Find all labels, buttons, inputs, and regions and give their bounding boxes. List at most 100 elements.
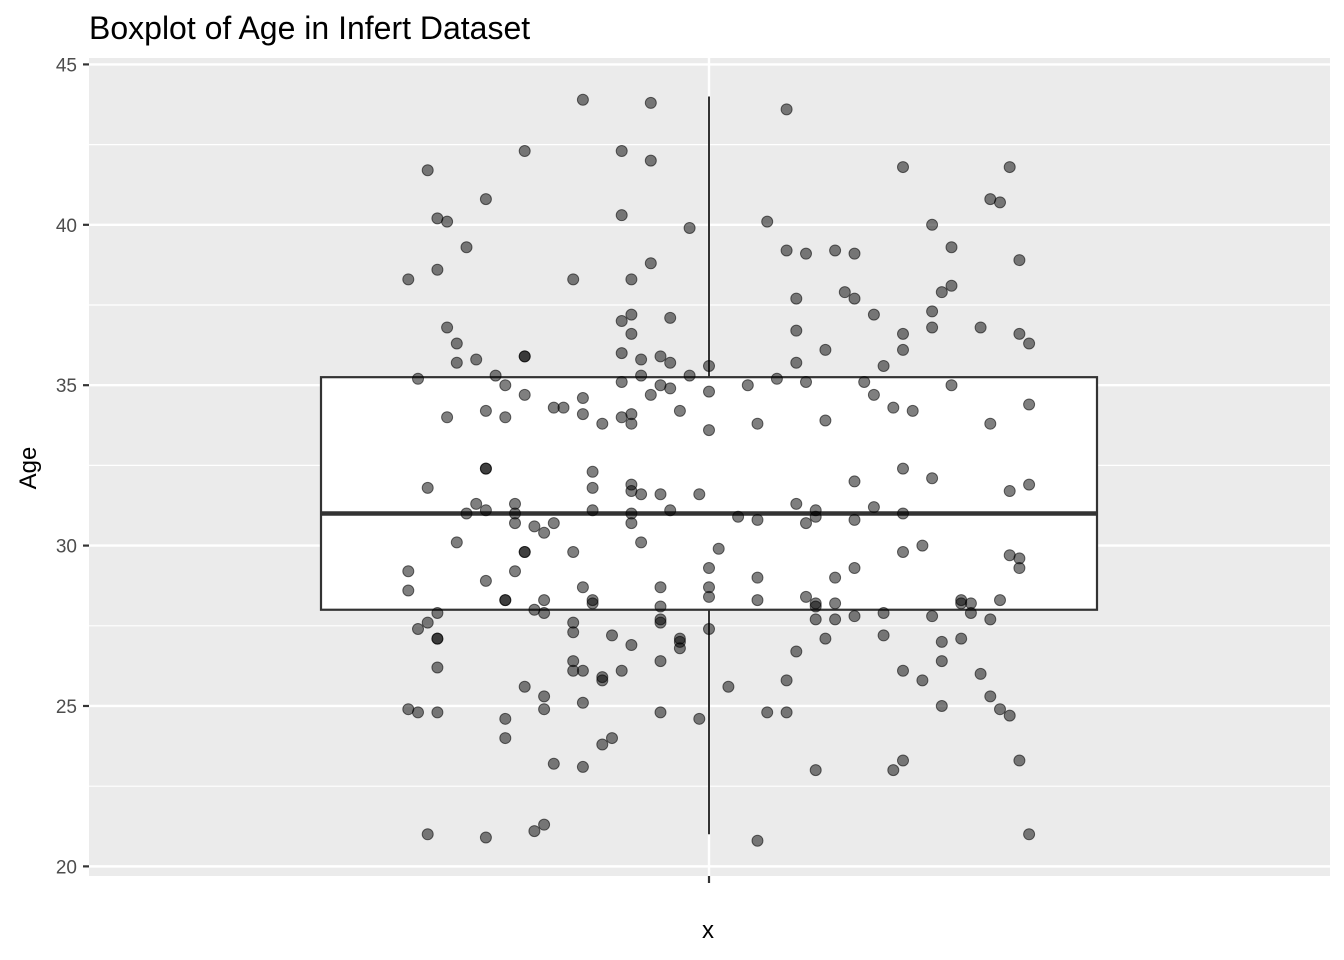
data-point xyxy=(897,343,909,356)
data-point xyxy=(829,613,842,626)
data-point xyxy=(518,145,531,158)
data-point xyxy=(897,664,909,677)
data-point xyxy=(509,565,521,578)
data-point xyxy=(994,196,1006,209)
data-point xyxy=(654,488,667,501)
data-point xyxy=(625,417,638,430)
data-point xyxy=(819,414,832,427)
data-point xyxy=(518,388,531,401)
data-point xyxy=(848,292,861,305)
data-point xyxy=(926,610,939,623)
data-point xyxy=(576,696,589,709)
x-axis-title: x xyxy=(702,917,714,944)
data-point xyxy=(984,690,997,703)
data-point xyxy=(441,321,454,334)
data-point xyxy=(703,359,715,372)
data-point xyxy=(538,606,551,619)
jitter-points xyxy=(402,93,1036,847)
data-point xyxy=(829,571,842,584)
y-axis: 20 25 30 35 40 45 xyxy=(56,55,89,878)
data-point xyxy=(790,645,803,658)
data-point xyxy=(897,754,909,767)
data-point xyxy=(499,594,512,607)
data-point xyxy=(926,305,939,318)
data-point xyxy=(964,606,977,619)
data-point xyxy=(790,324,803,337)
data-point xyxy=(547,757,560,770)
data-point xyxy=(421,828,434,841)
data-point xyxy=(538,818,551,831)
data-point xyxy=(576,93,589,106)
data-point xyxy=(751,513,764,526)
data-point xyxy=(664,382,677,395)
data-point xyxy=(693,712,706,725)
data-point xyxy=(770,372,783,385)
data-point xyxy=(625,273,638,286)
data-point xyxy=(518,350,531,363)
data-point xyxy=(450,536,463,549)
data-point xyxy=(751,834,764,847)
data-point xyxy=(421,164,434,177)
data-point xyxy=(538,703,551,716)
data-point xyxy=(926,472,939,485)
data-point xyxy=(848,247,861,260)
data-point xyxy=(635,536,648,549)
data-point xyxy=(654,706,667,719)
data-point xyxy=(509,517,521,530)
data-point xyxy=(460,507,473,520)
chart-title: Boxplot of Age in Infert Dataset xyxy=(89,10,530,46)
data-point xyxy=(596,674,609,687)
data-point xyxy=(848,562,861,575)
data-point xyxy=(644,154,657,167)
data-point xyxy=(994,703,1006,716)
data-point xyxy=(994,594,1006,607)
data-point xyxy=(703,590,715,603)
data-point xyxy=(654,350,667,363)
y-tick-label: 45 xyxy=(56,55,77,76)
data-point xyxy=(683,369,696,382)
data-point xyxy=(615,664,628,677)
data-point xyxy=(479,574,492,587)
data-point xyxy=(450,337,463,350)
data-point xyxy=(460,241,473,254)
y-tick-label: 40 xyxy=(56,216,77,237)
data-point xyxy=(819,632,832,645)
data-point xyxy=(722,680,735,693)
data-point xyxy=(625,639,638,652)
data-point xyxy=(412,622,424,635)
y-axis-title: Age xyxy=(15,447,42,490)
data-point xyxy=(586,594,599,607)
data-point xyxy=(780,103,793,116)
data-point xyxy=(926,321,939,334)
data-point xyxy=(780,244,793,257)
data-point xyxy=(703,562,715,575)
data-point xyxy=(819,343,832,356)
data-point xyxy=(470,353,483,366)
data-point xyxy=(712,542,725,555)
data-point xyxy=(1003,485,1016,498)
data-point xyxy=(906,404,919,417)
data-point xyxy=(1013,254,1026,267)
data-point xyxy=(664,504,677,517)
data-point xyxy=(848,475,861,488)
data-point xyxy=(751,571,764,584)
data-point xyxy=(479,462,492,475)
data-point xyxy=(431,706,444,719)
data-point xyxy=(945,279,958,292)
data-point xyxy=(1003,709,1016,722)
data-point xyxy=(1013,562,1026,575)
data-point xyxy=(664,311,677,324)
data-point xyxy=(412,706,424,719)
data-point xyxy=(567,546,580,559)
data-point xyxy=(421,616,434,629)
data-point xyxy=(867,388,880,401)
data-point xyxy=(858,375,871,388)
data-point xyxy=(615,209,628,222)
data-point xyxy=(683,222,696,235)
data-point xyxy=(479,193,492,206)
data-point xyxy=(654,581,667,594)
data-point xyxy=(479,404,492,417)
data-point xyxy=(867,308,880,321)
data-point xyxy=(479,504,492,517)
data-point xyxy=(538,594,551,607)
